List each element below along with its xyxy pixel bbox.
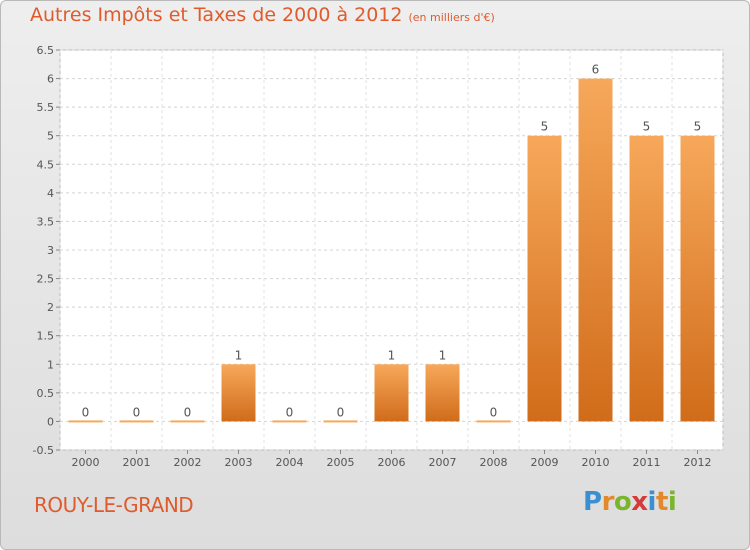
bar [527,135,562,422]
x-tick-label: 2002 [174,456,202,469]
y-tick-label: 4 [47,187,54,200]
y-tick-label: 4.5 [37,158,55,171]
x-tick-label: 2000 [72,456,100,469]
data-label: 0 [337,405,345,419]
data-label: 0 [82,405,90,419]
y-tick-label: 2 [47,301,54,314]
data-label: 1 [235,348,243,362]
y-tick-label: 3 [47,244,54,257]
x-tick-label: 2004 [276,456,304,469]
bar [272,420,307,423]
y-tick-label: 6.5 [37,44,55,57]
data-label: 0 [490,405,498,419]
data-label: 6 [592,63,600,77]
x-tick-label: 2006 [378,456,406,469]
bar [68,420,103,423]
data-label: 5 [694,120,702,134]
x-tick-label: 2005 [327,456,355,469]
chart-title: Autres Impôts et Taxes de 2000 à 2012 [30,4,403,26]
data-label: 0 [286,405,294,419]
x-tick-label: 2011 [633,456,661,469]
x-tick-label: 2010 [582,456,610,469]
data-label: 0 [133,405,141,419]
x-tick-label: 2012 [684,456,712,469]
chart-title-block: Autres Impôts et Taxes de 2000 à 2012 (en… [30,4,495,26]
bar [323,420,358,423]
x-tick-label: 2001 [123,456,151,469]
y-tick-label: 1 [47,358,54,371]
y-tick-label: 5 [47,130,54,143]
bar [170,420,205,423]
x-tick-label: 2008 [480,456,508,469]
data-label: 1 [388,348,396,362]
data-label: 5 [541,120,549,134]
y-tick-label: 6 [47,73,54,86]
data-label: 1 [439,348,447,362]
bar [680,135,715,422]
x-tick-label: 2003 [225,456,253,469]
y-tick-label: 1.5 [37,330,55,343]
bar [578,78,613,422]
chart-subtitle: (en milliers d'€) [408,11,495,24]
y-tick-label: 3.5 [37,215,55,228]
x-tick-label: 2007 [429,456,457,469]
bar [425,364,460,422]
y-tick-label: 2.5 [37,273,55,286]
place-name: ROUY-LE-GRAND [34,493,194,517]
y-tick-label: -0.5 [33,444,54,457]
proxiti-logo[interactable]: Proxiti [583,487,677,517]
bar [221,364,256,422]
y-tick-label: 0 [47,415,54,428]
bar [476,420,511,423]
x-tick-label: 2009 [531,456,559,469]
bar [119,420,154,423]
y-tick-label: 0.5 [37,387,55,400]
bar [629,135,664,422]
data-label: 5 [643,120,651,134]
y-tick-label: 5.5 [37,101,55,114]
bar [374,364,409,422]
data-label: 0 [184,405,192,419]
